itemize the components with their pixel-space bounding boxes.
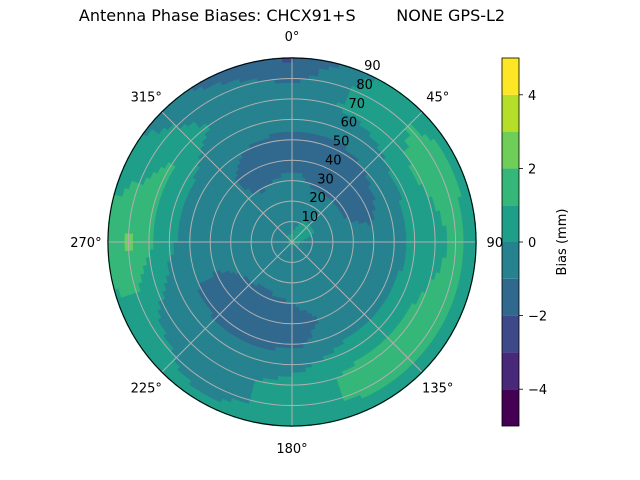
chart-title: Antenna Phase Biases: CHCX91+S NONE GPS-… <box>78 6 506 25</box>
